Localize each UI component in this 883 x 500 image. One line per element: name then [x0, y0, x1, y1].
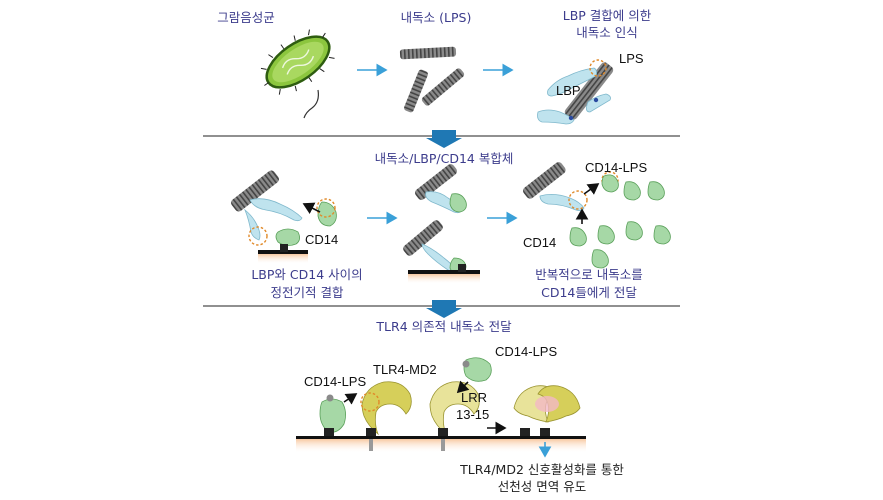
- transition-arrow-1: [426, 130, 462, 148]
- tlr4-md2-signaling-icon: [319, 357, 581, 458]
- step2-label: 내독소 (LPS): [401, 10, 472, 25]
- label-lrr-line2: 13-15: [456, 407, 489, 422]
- transition-arrow-2: [426, 300, 462, 318]
- row2-title: 내독소/LBP/CD14 복합체: [375, 151, 514, 166]
- label-cd14-lps-row3-left: CD14-LPS: [304, 374, 366, 389]
- step3-label-line2: 내독소 인식: [576, 25, 637, 40]
- label-tlr4-md2: TLR4-MD2: [373, 362, 437, 377]
- label-lrr-line1: LRR: [461, 390, 487, 405]
- cd14-transfer-icon: [523, 162, 671, 269]
- gram-negative-bacterium-icon: [260, 29, 335, 119]
- label-lps: LPS: [619, 51, 644, 66]
- lbp-cd14-binding-icon: [231, 170, 337, 264]
- label-lbp: LBP: [556, 83, 581, 98]
- label-cd14-left: CD14: [305, 232, 338, 247]
- step3-label-line1: LBP 결합에 의한: [563, 8, 652, 23]
- caption-right-line2: CD14들에게 전달: [541, 285, 637, 300]
- label-cd14-lps-row2: CD14-LPS: [585, 160, 647, 175]
- caption-row3-line2: 선천성 면역 유도: [498, 479, 586, 494]
- caption-right-line1: 반복적으로 내독소를: [535, 267, 642, 282]
- caption-row3-line1: TLR4/MD2 신호활성화를 통한: [459, 462, 624, 477]
- lbp-cd14-complex-stages-icon: [403, 164, 480, 284]
- lbp-lps-complex-icon: [537, 59, 614, 125]
- caption-left-line2: 정전기적 결합: [271, 285, 344, 300]
- caption-left-line1: LBP와 CD14 사이의: [251, 267, 362, 282]
- lps-fragments-icon: [399, 46, 465, 113]
- row3-title: TLR4 의존적 내독소 전달: [375, 319, 512, 334]
- label-cd14-lps-row3-top: CD14-LPS: [495, 344, 557, 359]
- cell-membrane: [296, 436, 586, 439]
- step1-label: 그람음성균: [217, 10, 275, 25]
- label-cd14-right: CD14: [523, 235, 556, 250]
